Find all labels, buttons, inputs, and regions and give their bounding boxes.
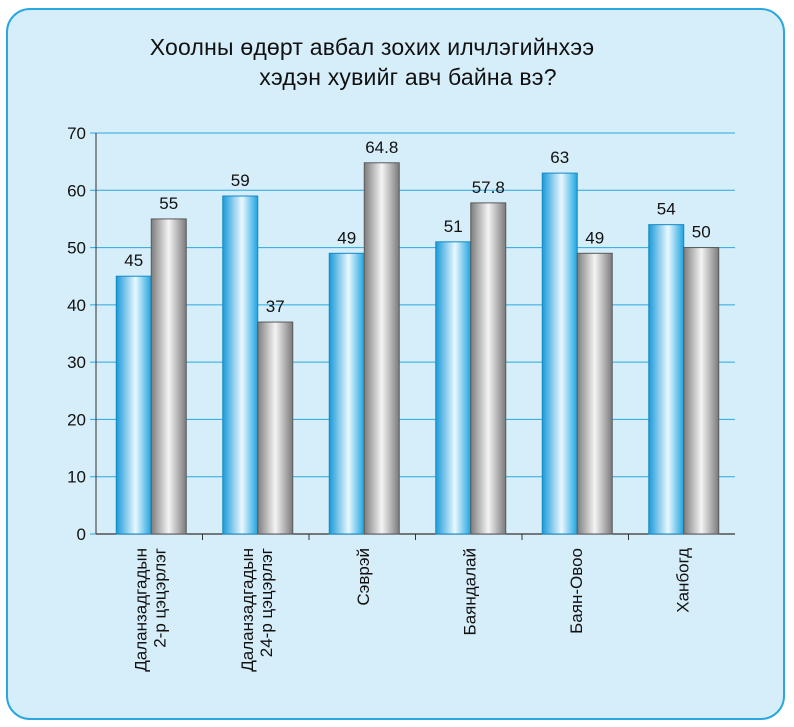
x-category-label: 24-р цэцэрлэг [257, 548, 276, 657]
bar-series-1 [328, 252, 365, 535]
data-label: 50 [692, 223, 711, 242]
bars [115, 162, 720, 535]
y-tick-label: 30 [67, 353, 86, 372]
y-tick-label: 10 [67, 468, 86, 487]
bar-series-1 [115, 275, 152, 535]
data-label: 59 [231, 171, 250, 190]
bar-series-1 [222, 195, 259, 535]
y-tick-label: 50 [67, 239, 86, 258]
chart-title-line-1: Хоолны өдөрт авбал зохих илчлэгийнхээ [149, 34, 595, 60]
y-tick-label: 20 [67, 410, 86, 429]
bar-series-2 [150, 218, 187, 535]
x-category-label: Ханбогд [673, 548, 692, 613]
bar-series-1 [435, 241, 472, 535]
bar-series-1 [541, 172, 578, 535]
data-label: 51 [444, 217, 463, 236]
data-label: 57.8 [472, 178, 505, 197]
data-label: 37 [266, 297, 285, 316]
x-category-label: 2-р цэцэрлэг [150, 548, 169, 648]
bar-series-2 [257, 321, 294, 535]
data-label: 45 [124, 251, 143, 270]
x-category-label: Даланзадгадын [238, 548, 257, 672]
x-category-label: Баяндалай [460, 548, 479, 635]
y-tick-label: 40 [67, 296, 86, 315]
x-category-label: Баян-Овоо [567, 548, 586, 634]
bar-series-2 [576, 252, 613, 535]
bar-series-2 [470, 202, 507, 535]
bar-series-2 [683, 247, 720, 535]
data-label: 49 [585, 228, 604, 247]
x-category-label: Сэврэй [354, 548, 373, 606]
data-label: 55 [159, 194, 178, 213]
data-label: 64.8 [365, 138, 398, 157]
bar-series-1 [648, 224, 685, 535]
y-tick-label: 60 [67, 181, 86, 200]
chart-title-line-2: хэдэн хувийг авч байна вэ? [259, 64, 557, 90]
data-label: 63 [550, 148, 569, 167]
x-category-label: Даланзадгадын [131, 548, 150, 672]
data-label: 49 [337, 228, 356, 247]
bar-series-2 [363, 162, 400, 535]
y-tick-label: 70 [67, 124, 86, 143]
axes [95, 133, 735, 540]
y-tick-label: 0 [77, 525, 86, 544]
data-label: 54 [657, 200, 676, 219]
